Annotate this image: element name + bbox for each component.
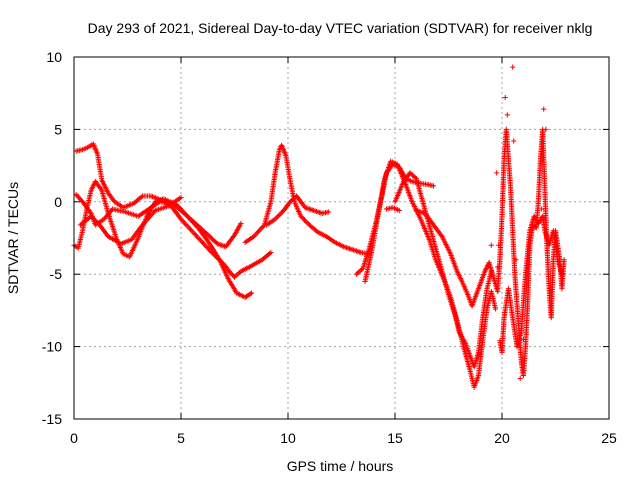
y-tick-label: 5 — [54, 121, 62, 137]
data-point — [496, 242, 502, 248]
x-tick-label: 15 — [387, 430, 403, 446]
data-point — [268, 249, 274, 256]
data-point — [205, 232, 211, 238]
y-tick-label: 10 — [46, 49, 62, 65]
x-tick-label: 25 — [601, 430, 617, 446]
data-point — [492, 306, 499, 312]
data-point — [207, 234, 213, 240]
series-track-i — [392, 170, 494, 370]
data-point — [559, 271, 565, 277]
series-scatter-outliers — [488, 64, 549, 382]
series-track-c — [73, 191, 244, 250]
data-point — [249, 290, 255, 296]
data-point — [430, 183, 437, 189]
data-point — [178, 194, 184, 201]
data-point — [238, 220, 244, 227]
x-tick-label: 5 — [177, 430, 185, 446]
series-track-m — [497, 213, 565, 355]
x-axis-label: GPS time / hours — [287, 458, 394, 474]
data-point — [206, 233, 212, 239]
data-point — [561, 257, 567, 263]
series-track-j — [413, 207, 501, 309]
series-track-l — [495, 126, 567, 379]
data-point — [138, 194, 144, 200]
data-point — [513, 257, 519, 263]
x-tick-label: 10 — [280, 430, 296, 446]
data-point — [532, 224, 539, 230]
plot-frame — [73, 56, 610, 420]
data-point — [314, 228, 320, 234]
data-point — [267, 250, 273, 257]
y-tick-label: -5 — [50, 266, 63, 282]
series-track-d — [77, 194, 184, 247]
data-point — [543, 126, 549, 132]
data-points — [71, 64, 567, 390]
series-track-f — [264, 193, 332, 228]
data-point — [210, 236, 216, 242]
data-point — [541, 106, 547, 112]
data-point — [520, 336, 526, 342]
data-point — [504, 112, 510, 118]
data-point — [326, 209, 332, 215]
data-point — [502, 94, 508, 101]
data-point — [538, 206, 545, 212]
data-point — [517, 375, 523, 382]
data-point — [495, 264, 501, 270]
y-tick-label: 0 — [54, 194, 62, 210]
data-point — [208, 235, 215, 241]
chart-title: Day 293 of 2021, Sidereal Day-to-day VTE… — [88, 20, 593, 36]
data-point — [488, 242, 494, 248]
data-point — [510, 64, 516, 70]
data-point — [494, 170, 500, 176]
data-point — [211, 237, 217, 244]
data-point — [204, 231, 210, 237]
x-tick-label: 0 — [70, 430, 78, 446]
data-point — [213, 240, 219, 246]
series-track-k — [383, 204, 402, 214]
y-axis-label: SDTVAR / TECUs — [5, 182, 21, 294]
x-tick-label: 20 — [494, 430, 510, 446]
data-point — [511, 138, 517, 144]
data-point — [212, 238, 218, 245]
y-tick-label: -15 — [42, 411, 62, 427]
y-tick-label: -10 — [42, 339, 62, 355]
data-point — [396, 207, 402, 214]
